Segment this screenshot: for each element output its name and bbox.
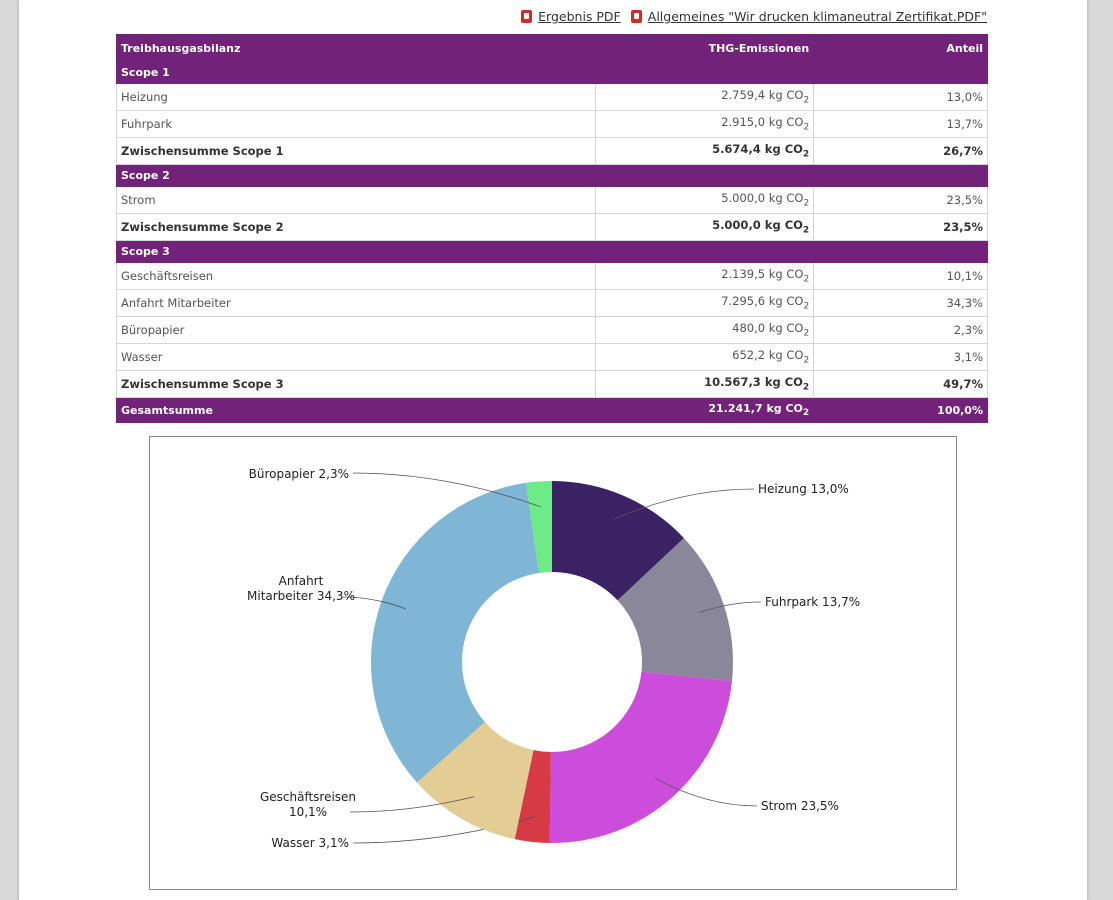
leader-line: [699, 601, 762, 613]
subtotal-share: 26,7%: [813, 137, 988, 165]
table-row: Geschäftsreisen 2.139,5 kg CO2 10,1%: [115, 262, 988, 290]
section-title: Scope 1: [116, 61, 988, 84]
result-pdf-link[interactable]: Ergebnis PDF: [521, 9, 621, 24]
ghg-balance-table: Treibhausgasbilanz THG-Emissionen Anteil…: [115, 34, 988, 423]
subtotal-row-scope1: Zwischensumme Scope 1 5.674,4 kg CO2 26,…: [115, 137, 988, 165]
slice-label: Strom 23,5%: [761, 799, 839, 813]
slice-label: Anfahrt Mitarbeiter 34,3%: [247, 574, 355, 603]
total-name: Gesamtsumme: [115, 397, 597, 423]
row-emissions: 5.000,0 kg CO2: [595, 186, 815, 214]
donut-slice-fuhrpark: [617, 538, 733, 682]
leader-line: [352, 472, 541, 508]
section-scope1: Scope 1: [116, 61, 988, 84]
col-header-balance: Treibhausgasbilanz: [115, 34, 597, 62]
col-header-share: Anteil: [813, 34, 988, 62]
row-name: Fuhrpark: [115, 110, 597, 138]
row-emissions: 2.139,5 kg CO2: [595, 262, 815, 290]
row-emissions: 2.915,0 kg CO2: [595, 110, 815, 138]
donut-slice-strom: [549, 671, 732, 843]
table-row: Wasser 652,2 kg CO2 3,1%: [115, 343, 988, 371]
certificate-pdf-link[interactable]: Allgemeines "Wir drucken klimaneutral Ze…: [630, 9, 987, 24]
leader-line: [613, 488, 755, 520]
pdf-icon: [630, 10, 642, 23]
col-header-emissions: THG-Emissionen: [595, 34, 815, 62]
leader-line: [349, 796, 475, 813]
slice-label: Fuhrpark 13,7%: [765, 595, 860, 609]
subtotal-name: Zwischensumme Scope 3: [115, 370, 597, 398]
slice-label: Heizung 13,0%: [758, 482, 849, 496]
row-share: 10,1%: [813, 262, 988, 290]
table-row: Heizung 2.759,4 kg CO2 13,0%: [115, 83, 988, 111]
subtotal-share: 49,7%: [813, 370, 988, 398]
row-emissions: 480,0 kg CO2: [595, 316, 815, 344]
section-title: Scope 3: [116, 240, 988, 263]
table-row: Strom 5.000,0 kg CO2 23,5%: [115, 186, 988, 214]
row-share: 13,7%: [813, 110, 988, 138]
slice-label: Büropapier 2,3%: [249, 467, 349, 481]
donut-chart: Heizung 13,0% Fuhrpark 13,7% Strom 23,5% Wa…: [149, 436, 957, 890]
row-share: 3,1%: [813, 343, 988, 371]
table-row: Fuhrpark 2.915,0 kg CO2 13,7%: [115, 110, 988, 138]
donut-chart-svg: Heizung 13,0% Fuhrpark 13,7% Strom 23,5% Wa…: [247, 467, 860, 850]
result-pdf-label: Ergebnis PDF: [538, 9, 621, 24]
row-name: Anfahrt Mitarbeiter: [115, 289, 597, 317]
subtotal-row-scope2: Zwischensumme Scope 2 5.000,0 kg CO2 23,…: [115, 213, 988, 241]
grand-total-row: Gesamtsumme 21.241,7 kg CO2 100,0%: [115, 397, 988, 423]
subtotal-emissions: 5.674,4 kg CO2: [595, 137, 815, 165]
donut-slice-heizung: [552, 481, 684, 601]
pdf-icon: [521, 10, 533, 23]
table-header-row: Treibhausgasbilanz THG-Emissionen Anteil: [115, 34, 988, 62]
subtotal-share: 23,5%: [813, 213, 988, 241]
subtotal-row-scope3: Zwischensumme Scope 3 10.567,3 kg CO2 49…: [115, 370, 988, 398]
row-share: 34,3%: [813, 289, 988, 317]
subtotal-name: Zwischensumme Scope 2: [115, 213, 597, 241]
row-share: 13,0%: [813, 83, 988, 111]
section-scope2: Scope 2: [116, 164, 988, 187]
section-scope3: Scope 3: [116, 240, 988, 263]
row-name: Geschäftsreisen: [115, 262, 597, 290]
section-title: Scope 2: [116, 164, 988, 187]
subtotal-name: Zwischensumme Scope 1: [115, 137, 597, 165]
page: Ergebnis PDF Allgemeines "Wir drucken kl…: [18, 0, 1088, 900]
row-name: Strom: [115, 186, 597, 214]
total-emissions: 21.241,7 kg CO2: [595, 397, 815, 423]
row-emissions: 2.759,4 kg CO2: [595, 83, 815, 111]
subtotal-emissions: 5.000,0 kg CO2: [595, 213, 815, 241]
certificate-pdf-label: Allgemeines "Wir drucken klimaneutral Ze…: [647, 9, 987, 24]
row-emissions: 652,2 kg CO2: [595, 343, 815, 371]
row-name: Wasser: [115, 343, 597, 371]
donut-slice-anfahrt-mitarbeiter: [371, 482, 540, 783]
slice-label: Wasser 3,1%: [271, 836, 349, 850]
download-links: Ergebnis PDF Allgemeines "Wir drucken kl…: [521, 9, 987, 24]
row-share: 23,5%: [813, 186, 988, 214]
row-share: 2,3%: [813, 316, 988, 344]
donut-slice-gesch-ftsreisen: [416, 721, 534, 840]
table-row: Anfahrt Mitarbeiter 7.295,6 kg CO2 34,3%: [115, 289, 988, 317]
leader-line: [655, 777, 758, 807]
slice-label: Geschäftsreisen 10,1%: [260, 790, 356, 819]
leader-line: [342, 596, 407, 610]
row-name: Büropapier: [115, 316, 597, 344]
row-name: Heizung: [115, 83, 597, 111]
row-emissions: 7.295,6 kg CO2: [595, 289, 815, 317]
table-row: Büropapier 480,0 kg CO2 2,3%: [115, 316, 988, 344]
subtotal-emissions: 10.567,3 kg CO2: [595, 370, 815, 398]
total-share: 100,0%: [813, 397, 988, 423]
